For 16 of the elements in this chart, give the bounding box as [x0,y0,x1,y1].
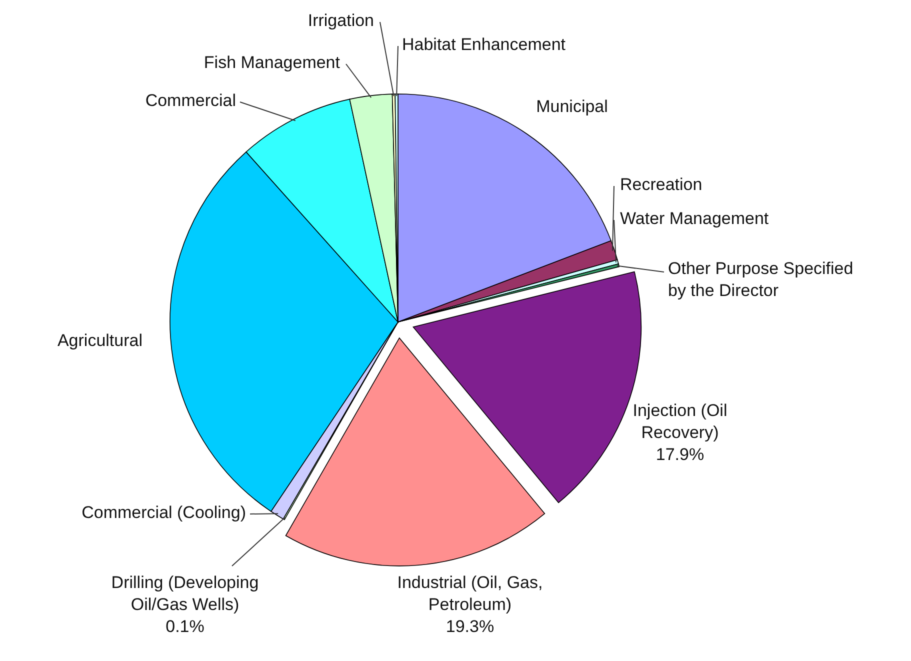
data-label: 0.1% [166,617,204,636]
data-label: 17.9% [656,445,704,464]
slice-label: Injection (Oil Recovery) [632,401,728,442]
slice-label: Habitat Enhancement [402,35,566,54]
slice-label: Recreation [620,175,702,194]
data-label: 19.3% [446,617,494,636]
slice-label: Agricultural [57,331,143,350]
slice-label: Commercial [145,91,236,110]
slice-label: Irrigation [308,11,374,30]
slice-label: Municipal [536,97,608,116]
slice-label: Commercial (Cooling) [82,503,246,522]
slice-label: Industrial (Oil, Gas, Petroleum) [397,573,543,614]
slice-label: Drilling (Developing Oil/Gas Wells) [111,573,259,614]
slice-label: Fish Management [204,53,340,72]
slice-label: Water Management [620,209,769,228]
slice-label: Other Purpose Specified by the Director [668,259,854,300]
